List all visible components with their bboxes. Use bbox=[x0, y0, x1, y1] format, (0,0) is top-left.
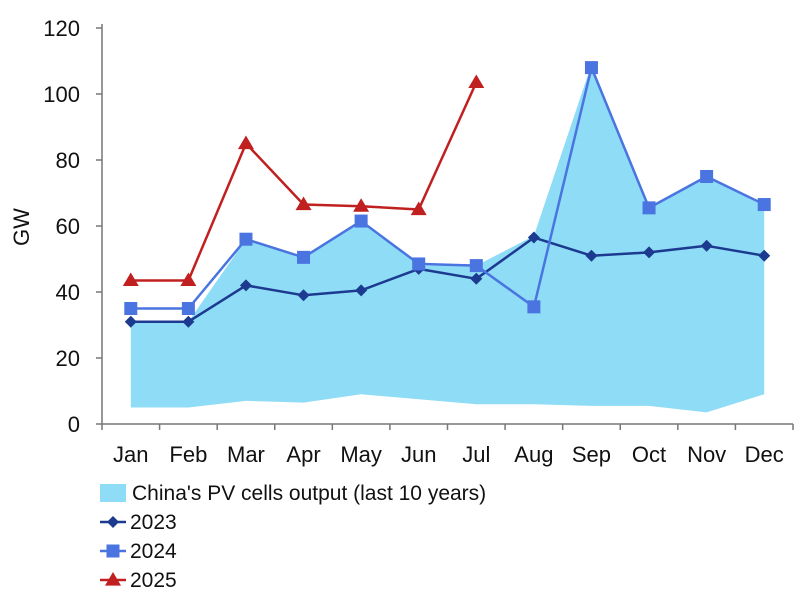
legend: China's PV cells output (last 10 years) 2… bbox=[100, 482, 486, 592]
data-point-2023-sep bbox=[585, 249, 598, 262]
data-point-2025-may bbox=[353, 198, 370, 212]
data-point-2023-jul bbox=[470, 272, 483, 285]
x-tick-label: Feb bbox=[169, 442, 207, 467]
legend-label-2025: 2025 bbox=[130, 569, 177, 592]
legend-marker-2023 bbox=[107, 516, 119, 528]
data-point-2023-feb bbox=[182, 315, 195, 328]
data-point-2023-oct bbox=[643, 246, 656, 259]
data-point-2024-jan bbox=[124, 302, 138, 315]
series-line-2023 bbox=[130, 236, 765, 323]
data-point-2025-jan bbox=[122, 272, 139, 287]
data-point-2025-apr bbox=[295, 196, 312, 211]
y-tick-label: 20 bbox=[56, 346, 80, 371]
x-tick-label: Jun bbox=[401, 442, 436, 467]
y-tick-label: 40 bbox=[56, 280, 80, 305]
x-tick-label: Aug bbox=[514, 442, 553, 467]
legend-label-range-band: China's PV cells output (last 10 years) bbox=[132, 482, 486, 505]
data-point-2024-jul bbox=[469, 259, 483, 273]
data-point-2024-oct bbox=[642, 201, 656, 215]
data-point-2023-nov bbox=[700, 239, 713, 252]
x-tick-label: Oct bbox=[632, 442, 666, 467]
data-point-2023-dec bbox=[758, 249, 771, 262]
y-tick-label: 100 bbox=[43, 82, 80, 107]
data-point-2024-sep bbox=[584, 61, 598, 75]
legend-marker-2024 bbox=[106, 544, 120, 558]
data-point-2024-apr bbox=[297, 250, 311, 264]
plot-area bbox=[122, 61, 771, 413]
data-point-2023-aug bbox=[527, 231, 540, 244]
y-axis-title: GW bbox=[9, 208, 34, 246]
y-tick-label: 120 bbox=[43, 16, 80, 41]
data-point-2023-jan bbox=[124, 315, 137, 328]
x-tick-label: Sep bbox=[572, 442, 611, 467]
data-point-2024-mar bbox=[239, 232, 253, 246]
x-tick-label: Mar bbox=[227, 442, 265, 467]
range-band-area bbox=[130, 64, 765, 413]
data-point-2024-may bbox=[354, 214, 368, 228]
axes: 0 20 40 60 80 100 120 Jan Feb Mar Apr May Jun Jul Aug S… bbox=[43, 16, 794, 467]
legend-marker-2025 bbox=[105, 572, 121, 586]
y-tick-label: 80 bbox=[56, 148, 80, 173]
legend-swatch-range-band bbox=[100, 484, 126, 502]
data-point-2025-jun bbox=[410, 201, 427, 216]
x-tick-label: Dec bbox=[745, 442, 784, 467]
series-line-2025 bbox=[130, 81, 478, 282]
legend-label-2023: 2023 bbox=[130, 511, 177, 534]
data-point-2024-aug bbox=[527, 300, 541, 314]
data-point-2025-jul bbox=[468, 74, 485, 89]
data-point-2025-feb bbox=[180, 272, 197, 287]
x-tick-label: Apr bbox=[286, 442, 320, 467]
data-point-2023-apr bbox=[297, 289, 310, 302]
legend-label-2024: 2024 bbox=[130, 540, 177, 563]
y-tick-label: 0 bbox=[68, 412, 80, 437]
x-tick-label: May bbox=[340, 442, 382, 467]
x-tick-label: Jul bbox=[462, 442, 490, 467]
series-line-2024 bbox=[130, 66, 765, 310]
data-point-2024-jun bbox=[412, 257, 426, 271]
data-point-2023-mar bbox=[239, 279, 252, 292]
x-tick-label: Nov bbox=[687, 442, 726, 467]
data-point-2024-nov bbox=[700, 170, 714, 183]
x-tick-label: Jan bbox=[113, 442, 148, 467]
data-point-2023-may bbox=[355, 284, 368, 297]
data-point-2024-dec bbox=[757, 198, 771, 212]
data-point-2025-mar bbox=[237, 135, 254, 150]
data-point-2024-feb bbox=[181, 302, 195, 315]
y-tick-label: 60 bbox=[56, 214, 80, 239]
